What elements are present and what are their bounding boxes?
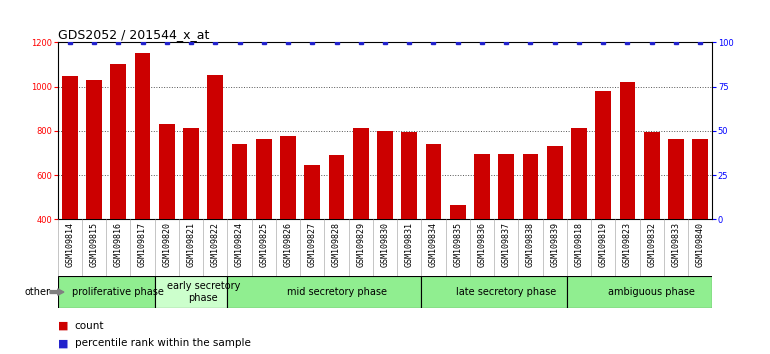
Bar [110, 64, 126, 219]
Text: other: other [24, 287, 50, 297]
Bar [135, 53, 150, 219]
Bar [183, 128, 199, 219]
Bar [256, 139, 272, 219]
Text: GSM109824: GSM109824 [235, 222, 244, 267]
Text: GSM109815: GSM109815 [89, 222, 99, 267]
FancyBboxPatch shape [421, 276, 567, 308]
Text: GSM109836: GSM109836 [477, 222, 487, 267]
Text: GSM109814: GSM109814 [65, 222, 75, 267]
Bar [62, 76, 78, 219]
Text: ■: ■ [58, 321, 69, 331]
Text: GSM109831: GSM109831 [405, 222, 413, 267]
FancyBboxPatch shape [58, 276, 155, 308]
Bar [571, 128, 587, 219]
Bar [547, 147, 563, 219]
Bar [232, 144, 247, 219]
Text: GSM109819: GSM109819 [598, 222, 608, 267]
Text: GSM109835: GSM109835 [454, 222, 462, 267]
FancyBboxPatch shape [567, 276, 712, 308]
Text: ambiguous phase: ambiguous phase [608, 287, 695, 297]
Text: proliferative phase: proliferative phase [72, 287, 164, 297]
Text: GSM109822: GSM109822 [211, 222, 219, 267]
Text: mid secretory phase: mid secretory phase [286, 287, 387, 297]
Text: GSM109830: GSM109830 [380, 222, 390, 267]
Bar [450, 205, 466, 219]
Bar [620, 82, 635, 219]
Text: GSM109829: GSM109829 [357, 222, 365, 267]
Bar [401, 132, 417, 219]
Bar [207, 75, 223, 219]
Text: early secretory
phase: early secretory phase [166, 281, 240, 303]
Bar [377, 131, 393, 219]
Text: late secretory phase: late secretory phase [456, 287, 557, 297]
Text: GSM109840: GSM109840 [695, 222, 705, 267]
Text: GSM109837: GSM109837 [502, 222, 511, 267]
Bar [86, 80, 102, 219]
Bar [595, 91, 611, 219]
Bar [159, 124, 175, 219]
Text: GSM109821: GSM109821 [186, 222, 196, 267]
Bar [474, 154, 490, 219]
Bar [523, 154, 538, 219]
Bar [498, 154, 514, 219]
Bar [280, 136, 296, 219]
Bar [304, 165, 320, 219]
Text: GSM109817: GSM109817 [138, 222, 147, 267]
Text: GSM109820: GSM109820 [162, 222, 172, 267]
Text: GSM109818: GSM109818 [574, 222, 584, 267]
Text: GSM109828: GSM109828 [332, 222, 341, 267]
Text: GSM109825: GSM109825 [259, 222, 268, 267]
Bar [668, 139, 684, 219]
Text: GDS2052 / 201544_x_at: GDS2052 / 201544_x_at [58, 28, 209, 41]
Text: GSM109826: GSM109826 [283, 222, 293, 267]
Bar [353, 128, 369, 219]
Text: GSM109839: GSM109839 [551, 222, 559, 267]
Text: percentile rank within the sample: percentile rank within the sample [75, 338, 250, 348]
Bar [692, 139, 708, 219]
Text: ■: ■ [58, 338, 69, 348]
Text: GSM109833: GSM109833 [671, 222, 681, 267]
Text: count: count [75, 321, 104, 331]
Bar [644, 132, 660, 219]
Text: GSM109827: GSM109827 [308, 222, 316, 267]
FancyBboxPatch shape [155, 276, 227, 308]
Text: GSM109816: GSM109816 [114, 222, 123, 267]
Bar [426, 144, 441, 219]
Text: GSM109832: GSM109832 [647, 222, 656, 267]
FancyBboxPatch shape [227, 276, 421, 308]
Bar [329, 155, 344, 219]
Text: GSM109823: GSM109823 [623, 222, 632, 267]
Text: GSM109834: GSM109834 [429, 222, 438, 267]
Text: GSM109838: GSM109838 [526, 222, 535, 267]
